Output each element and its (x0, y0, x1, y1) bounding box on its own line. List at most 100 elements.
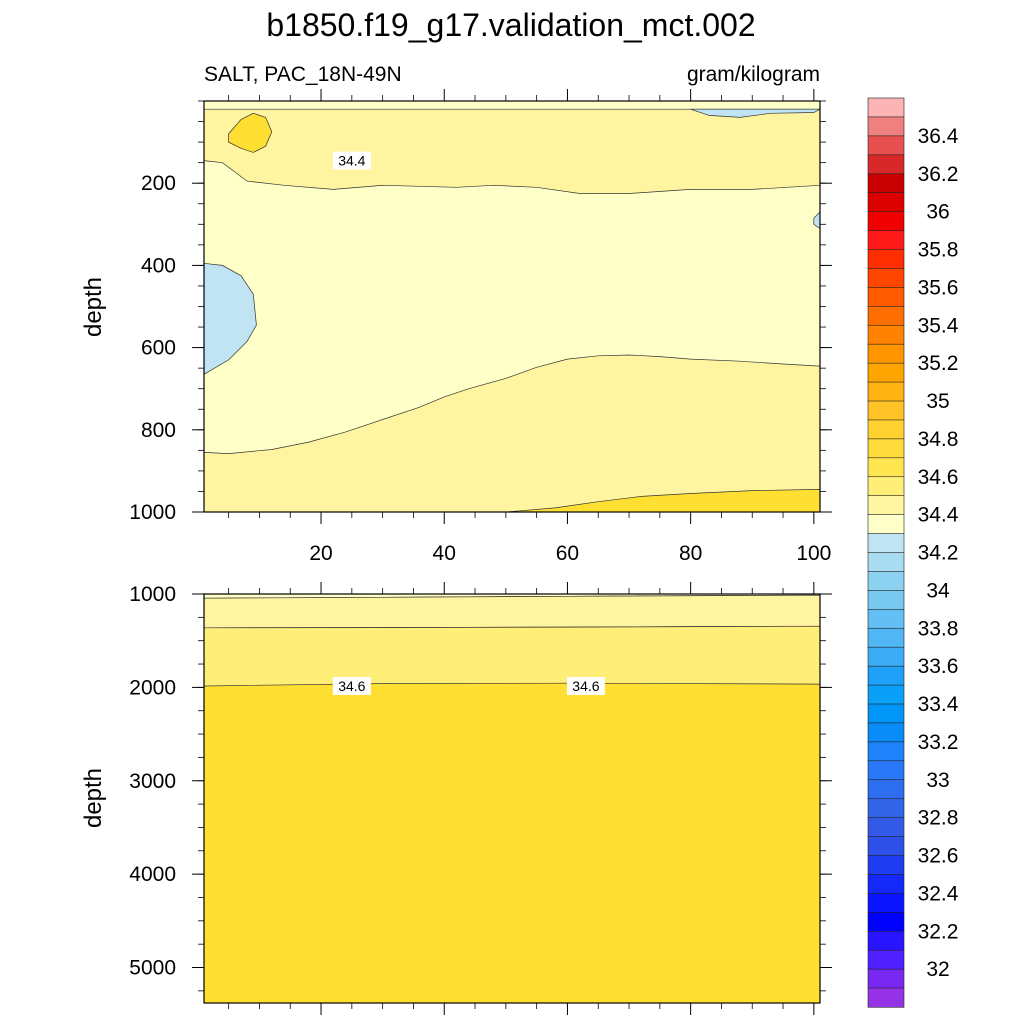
contour-region-0 (204, 108, 820, 194)
x-tick-label: 40 (433, 542, 456, 565)
colorbar-swatch (867, 836, 905, 857)
contour-region-1 (690, 108, 820, 118)
svg-text:34.4: 34.4 (338, 153, 365, 169)
contour-region-2 (204, 262, 257, 375)
y-tick-label: 600 (141, 337, 176, 360)
colorbar-label: 35.2 (918, 352, 959, 375)
x-tick-label: 60 (556, 542, 579, 565)
x-tick-label: 100 (796, 542, 831, 565)
svg-text:34.6: 34.6 (338, 678, 365, 694)
colorbar-swatch (867, 703, 905, 724)
colorbar-label: 33.6 (918, 655, 959, 678)
colorbar-swatch (867, 627, 905, 648)
colorbar-swatch (867, 192, 905, 213)
colorbar-label: 34 (926, 579, 950, 602)
colorbar-label: 32 (926, 958, 949, 981)
colorbar-label: 32.2 (918, 920, 959, 943)
contour-label-1: 34.6 (566, 676, 605, 695)
colorbar-label: 32.8 (918, 807, 959, 830)
colorbar-swatch (867, 230, 905, 251)
y-tick-label: 200 (141, 172, 176, 195)
colorbar-swatch (867, 684, 905, 705)
y-tick-label: 5000 (129, 957, 176, 980)
colorbar-swatch (867, 97, 905, 118)
colorbar-swatch (867, 874, 905, 894)
colorbar-swatch (867, 665, 905, 686)
colorbar-swatch (867, 343, 905, 364)
colorbar-swatch (867, 722, 905, 743)
colorbar-swatch (867, 154, 905, 175)
colorbar-label: 36 (926, 201, 949, 224)
plot-frame (203, 593, 821, 1004)
colorbar-swatch (867, 306, 905, 326)
y-tick-label: 4000 (129, 863, 176, 886)
colorbar-swatch (867, 135, 905, 156)
colorbar-swatch (867, 287, 905, 307)
colorbar-label: 34.6 (918, 466, 959, 489)
colorbar-swatch (867, 362, 905, 383)
colorbar-swatch (867, 457, 905, 478)
contour-region-6 (228, 112, 273, 153)
colorbar-swatch (867, 324, 905, 345)
colorbar-swatch (867, 419, 905, 440)
lower-depth-panel: 34.6 34.6 1000 2000 3000 4000 5000 (129, 582, 832, 1015)
colorbar-swatch (867, 741, 905, 762)
colorbar-swatch (867, 495, 905, 516)
y-tick-label: 1000 (129, 501, 176, 524)
colorbar-swatch (867, 855, 905, 876)
x-tick-label: 80 (679, 542, 702, 565)
colorbar-swatch (867, 211, 905, 232)
colorbar-swatch (867, 438, 905, 459)
colorbar-swatch (867, 817, 905, 838)
colorbar-label: 35.6 (918, 276, 959, 299)
y-tick-label: 1000 (129, 583, 176, 606)
colorbar-label: 33.4 (918, 693, 959, 716)
colorbar-swatch (867, 552, 905, 573)
upper-y-axis-label: depth (80, 277, 107, 337)
y-tick-label: 2000 (129, 676, 176, 699)
colorbar-swatch (867, 249, 905, 270)
colorbar-label: 33.8 (918, 617, 959, 640)
contour-region-4 (204, 354, 820, 512)
y-tick-label: 3000 (129, 770, 176, 793)
x-tick-label: 20 (309, 542, 332, 565)
colorbar-label: 33 (926, 769, 949, 792)
variable-region-label: SALT, PAC_18N-49N (204, 63, 402, 86)
colorbar-swatch (867, 476, 905, 497)
colorbar-swatch (867, 590, 905, 610)
colorbar-label: 32.6 (918, 845, 959, 868)
colorbar-label: 36.2 (918, 163, 959, 186)
contour-label-0: 34.6 (332, 676, 371, 695)
colorbar-swatch (867, 798, 905, 819)
colorbar-swatch (867, 760, 905, 781)
y-tick-label: 400 (141, 254, 176, 277)
colorbar-swatch (867, 646, 905, 667)
colorbar-swatch (867, 514, 905, 535)
colorbar-label: 35.8 (918, 239, 959, 262)
colorbar-swatch (867, 533, 905, 554)
y-tick-label: 800 (141, 419, 176, 442)
upper-depth-panel: 34.4 20 40 60 80 100 200 400 600 800 1000 (129, 89, 832, 565)
colorbar-swatch (867, 609, 905, 629)
colorbar-swatch (867, 968, 905, 989)
colorbar-label: 34.2 (918, 542, 959, 565)
contour-region-1 (204, 594, 820, 629)
colorbar-label: 34.4 (918, 504, 959, 527)
contour-label-0: 34.4 (332, 151, 371, 170)
colorbar-label: 33.2 (918, 731, 959, 754)
colorbar: 36.4 36.2 36 35.8 35.6 35.4 35.2 35 34.8 34.6 34.4… (867, 97, 959, 1008)
colorbar-label: 35 (926, 390, 949, 413)
colorbar-swatch (867, 400, 905, 421)
contour-region-2 (204, 625, 820, 687)
colorbar-label: 36.4 (918, 125, 959, 148)
units-label: gram/kilogram (687, 63, 820, 86)
colorbar-swatch (867, 571, 905, 591)
colorbar-swatch (867, 268, 905, 288)
contour-region-3 (813, 211, 820, 229)
chart-title: b1850.f19_g17.validation_mct.002 (266, 7, 755, 43)
colorbar-swatch (867, 949, 905, 970)
colorbar-swatch (867, 173, 905, 194)
colorbar-swatch (867, 930, 905, 951)
colorbar-swatch (867, 893, 905, 913)
